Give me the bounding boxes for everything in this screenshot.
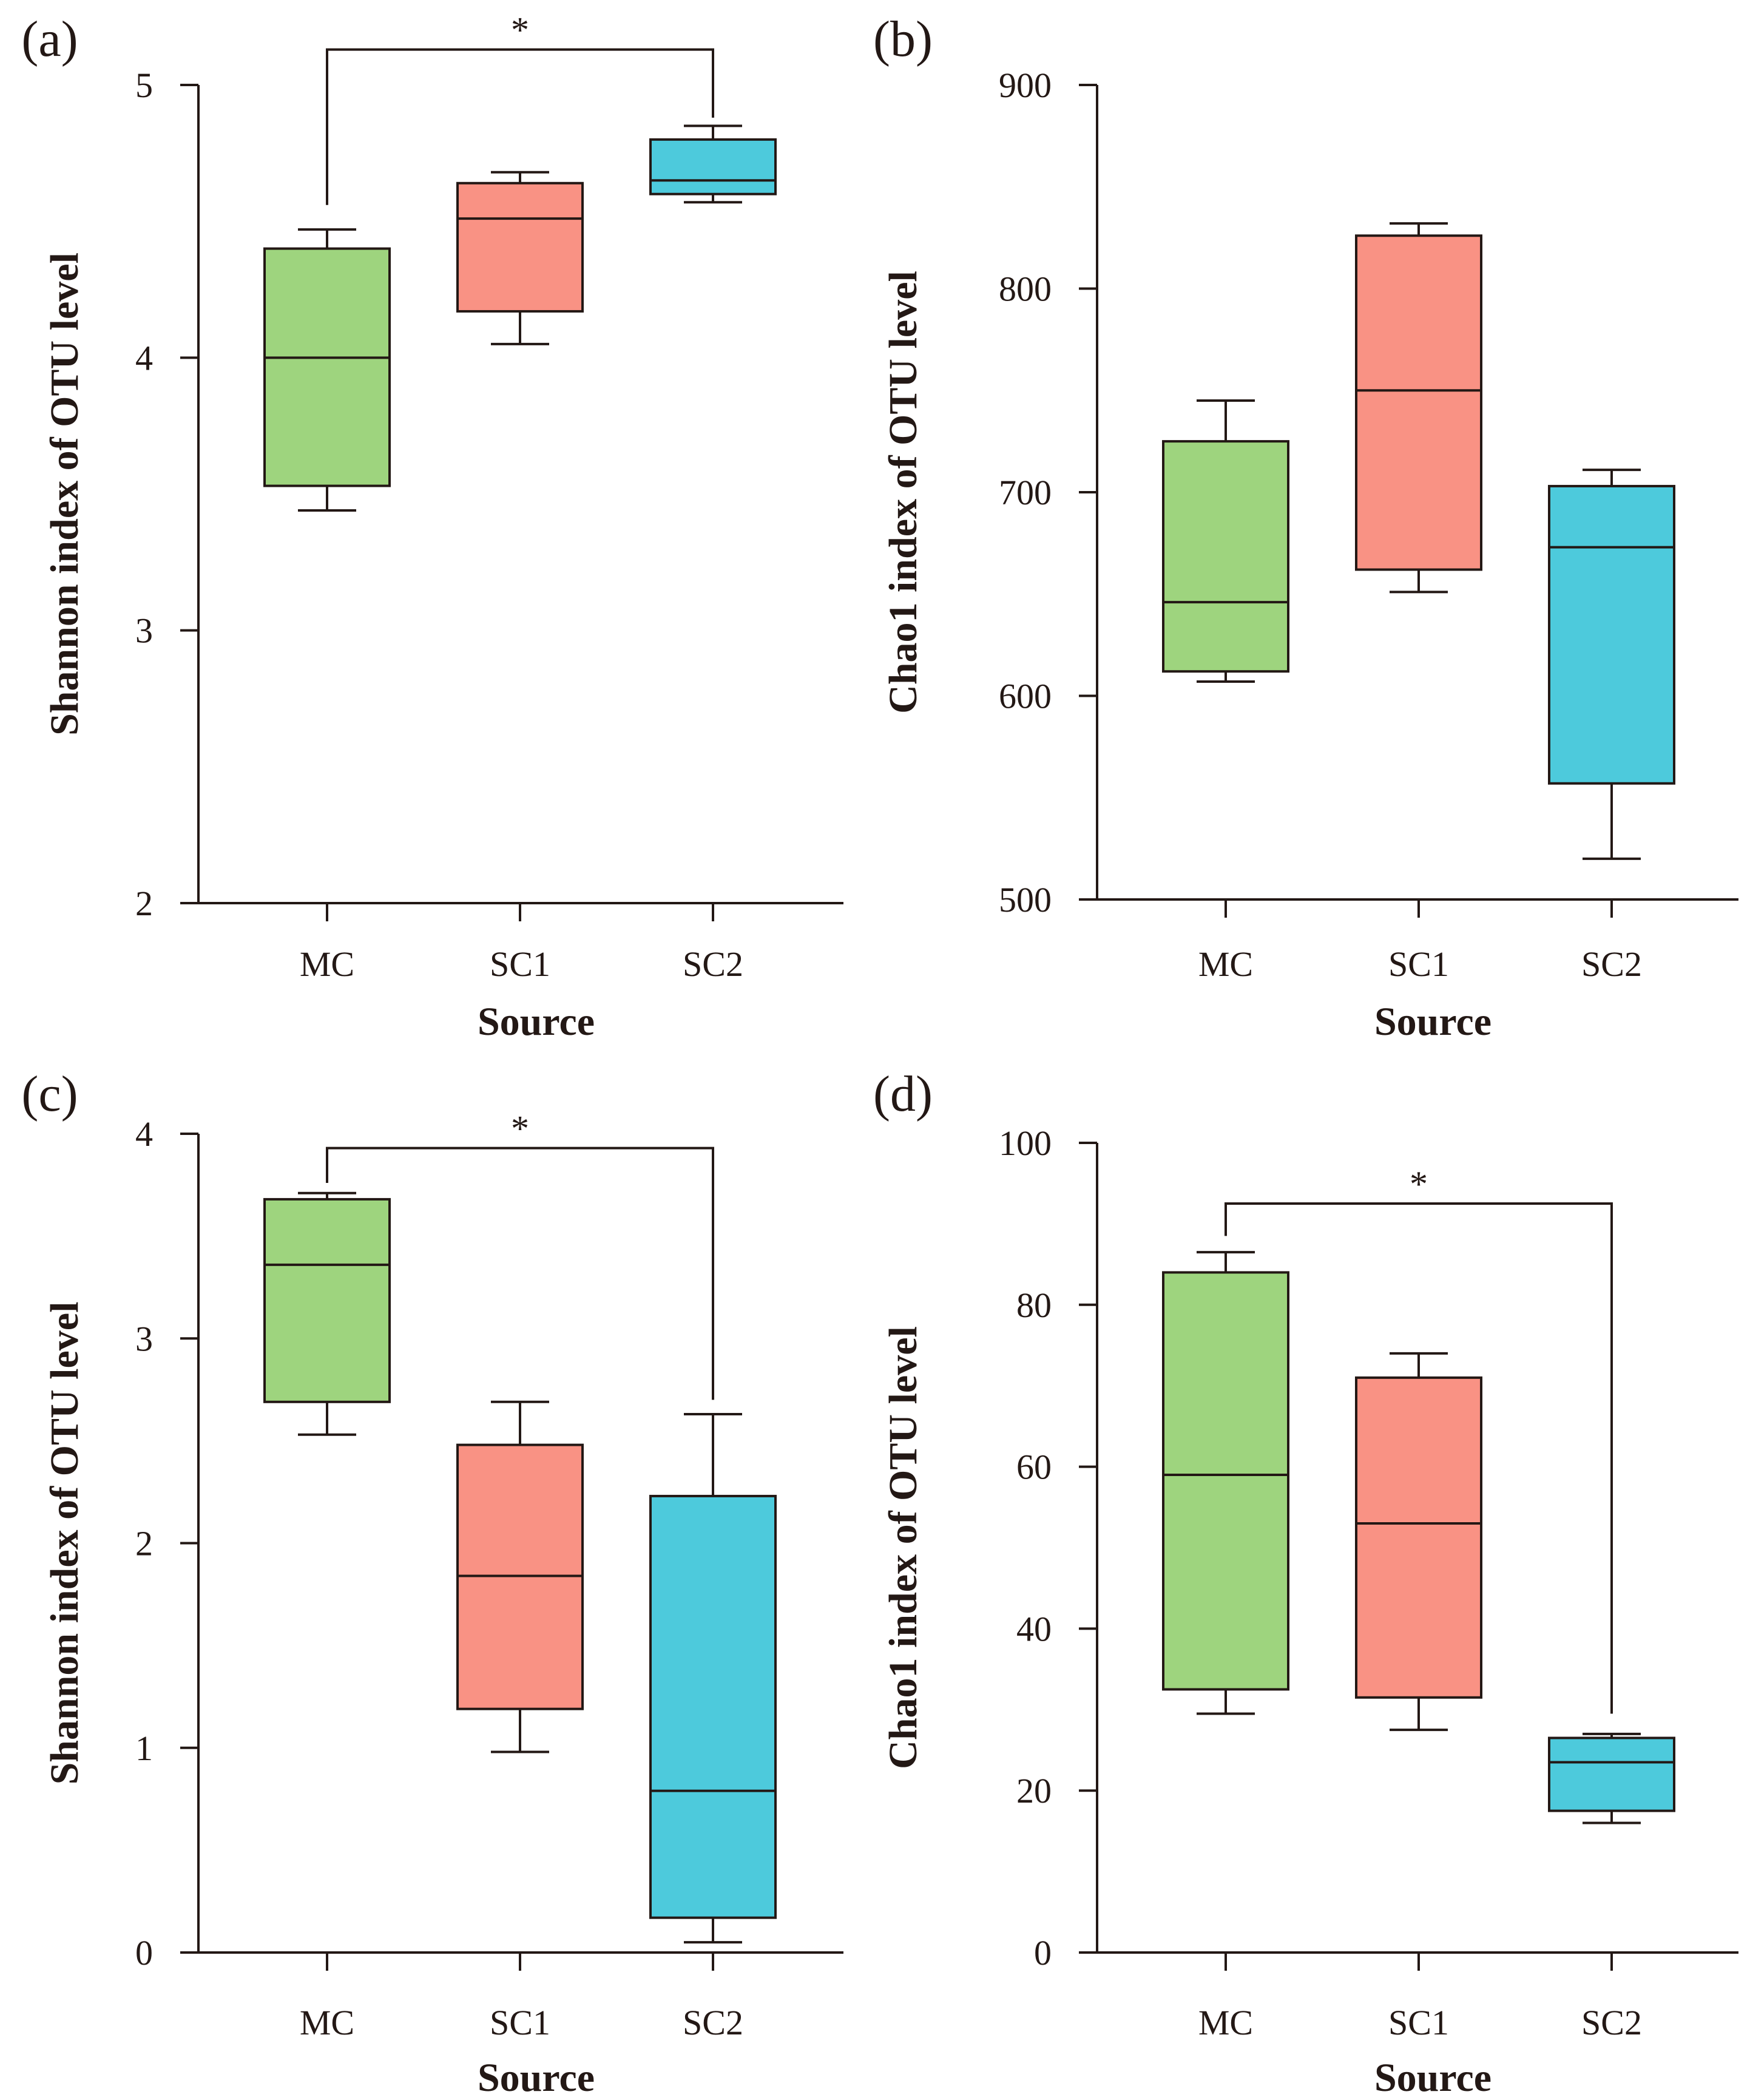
panel-label: (b): [873, 11, 933, 67]
panel-label: (c): [21, 1066, 78, 1122]
x-tick-label: MC: [1198, 944, 1253, 984]
iqr-box: [263, 247, 391, 487]
box-mc: [263, 228, 391, 512]
y-tick-label: 20: [1016, 1771, 1052, 1810]
x-axis-title: Source: [478, 2056, 595, 2100]
significance-star: *: [511, 1109, 529, 1149]
y-tick-label: 4: [135, 338, 153, 378]
y-tick-label: 500: [999, 880, 1052, 920]
x-tick-label: MC: [300, 944, 354, 984]
iqr-box: [263, 1197, 391, 1403]
y-axis-title: Shannon index of OTU level: [42, 1302, 87, 1785]
y-tick-label: 3: [135, 611, 153, 651]
box-sc2: [1548, 469, 1675, 860]
box-mc: [1162, 1251, 1289, 1715]
significance-bracket: [1225, 1202, 1613, 1714]
iqr-box: [1162, 1271, 1289, 1691]
box-sc2: [649, 124, 777, 204]
y-tick-label: 2: [135, 884, 153, 923]
box-sc1: [1355, 222, 1482, 594]
y-tick-label: 700: [999, 473, 1052, 512]
x-axis-title: Source: [1374, 1000, 1492, 1044]
panel-label: (d): [873, 1066, 933, 1122]
x-tick-label: SC1: [490, 944, 550, 984]
x-axis-title: Source: [478, 1000, 595, 1044]
box-mc: [1162, 399, 1289, 683]
x-tick-label: MC: [1198, 2003, 1253, 2042]
panel-b: (b) 500 600 700 800 900 MC SC1 SC2 Source Chao1 in…: [873, 11, 1738, 1044]
panel-a: (a) 2 3 4 5 MC SC1 SC2 Source Shannon index of OT…: [21, 10, 843, 1044]
y-tick-label: 3: [135, 1319, 153, 1358]
iqr-box: [1162, 440, 1289, 673]
iqr-box: [1548, 1736, 1675, 1812]
significance-bracket: [326, 1147, 714, 1400]
significance-bracket: [326, 48, 714, 205]
panel-c: (c) 0 1 2 3 4 MC SC1 SC2 Source Shannon index of O…: [21, 1066, 843, 2100]
x-axis-title: Source: [1374, 2056, 1492, 2100]
y-tick-label: 40: [1016, 1609, 1052, 1648]
x-tick-label: SC2: [1581, 2003, 1642, 2042]
y-tick-label: 2: [135, 1524, 153, 1563]
box-sc2: [1548, 1732, 1675, 1824]
x-tick-label: MC: [300, 2003, 354, 2042]
y-tick-label: 1: [135, 1729, 153, 1768]
iqr-box: [649, 1494, 777, 1919]
panel-label: (a): [21, 11, 78, 67]
box-sc2: [649, 1413, 777, 1944]
y-tick-label: 80: [1016, 1285, 1052, 1325]
panel-d: (d) 0 20 40 60 80 100 MC SC1 SC2 Source Chao1 index…: [873, 1066, 1738, 2100]
y-tick-label: 100: [999, 1123, 1052, 1163]
x-tick-label: SC1: [490, 2003, 550, 2042]
iqr-box: [456, 181, 584, 313]
y-tick-label: 4: [135, 1114, 153, 1154]
iqr-box: [1355, 234, 1482, 571]
x-tick-label: SC1: [1388, 944, 1449, 984]
y-tick-label: 0: [135, 1933, 153, 1973]
y-axis-title: Chao1 index of OTU level: [881, 271, 925, 714]
x-tick-label: SC1: [1388, 2003, 1449, 2042]
iqr-box: [1548, 484, 1675, 785]
x-tick-label: SC2: [683, 944, 743, 984]
y-tick-label: 600: [999, 677, 1052, 716]
box-sc1: [456, 1400, 584, 1753]
y-tick-label: 900: [999, 66, 1052, 105]
y-tick-label: 5: [135, 66, 153, 105]
y-axis-title: Chao1 index of OTU level: [881, 1326, 925, 1769]
y-tick-label: 60: [1016, 1448, 1052, 1487]
y-tick-label: 800: [999, 269, 1052, 309]
box-sc1: [1355, 1352, 1482, 1732]
iqr-box: [649, 138, 777, 195]
x-tick-label: SC2: [683, 2003, 743, 2042]
significance-star: *: [1410, 1164, 1428, 1204]
y-tick-label: 0: [1034, 1933, 1052, 1973]
iqr-box: [1355, 1376, 1482, 1699]
y-axis-title: Shannon index of OTU level: [42, 252, 87, 736]
significance-star: *: [511, 10, 529, 50]
box-sc1: [456, 171, 584, 345]
box-mc: [263, 1191, 391, 1436]
x-tick-label: SC2: [1581, 944, 1642, 984]
